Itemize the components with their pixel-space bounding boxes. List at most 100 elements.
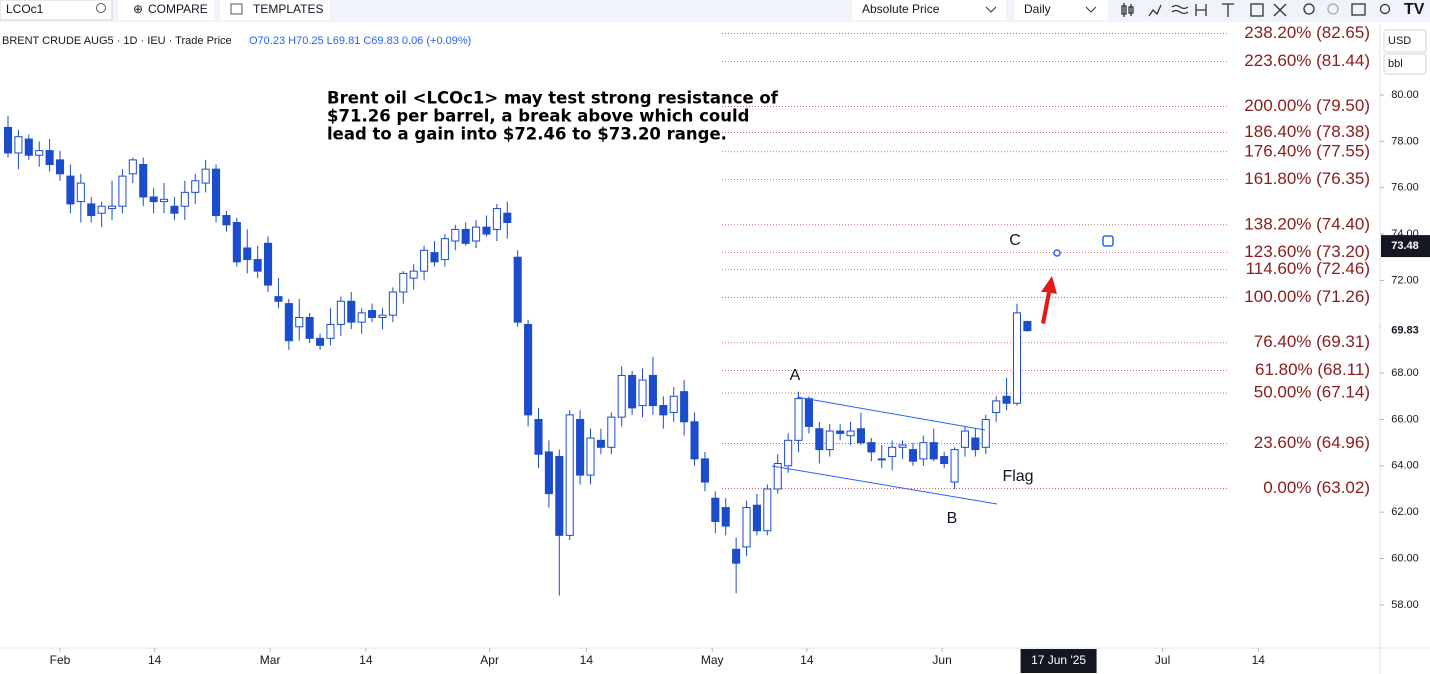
candle-body	[825, 430, 834, 451]
candle-body	[638, 379, 647, 407]
price-tag-box	[1381, 319, 1430, 342]
icon[interactable]	[1222, 3, 1234, 17]
pattern-label: C	[1009, 232, 1021, 249]
candle-body	[721, 507, 730, 527]
fib-label: 76.40% (69.31)	[1254, 332, 1370, 351]
candle-body	[950, 449, 959, 483]
logo: TV	[1404, 1, 1425, 18]
unit-box[interactable]	[1383, 53, 1427, 75]
candle-body	[503, 212, 512, 223]
y-tick-label: 64.00	[1391, 460, 1419, 472]
fib-label: 50.00% (67.14)	[1254, 383, 1370, 402]
candle-body	[87, 203, 96, 217]
candle-body	[420, 249, 429, 272]
candle-body	[357, 312, 366, 323]
candle-body	[409, 270, 418, 279]
pattern-label: A	[790, 367, 801, 384]
candle-body	[128, 159, 137, 175]
y-tick-label: 80.00	[1391, 89, 1419, 101]
candle-body	[3, 126, 13, 154]
x-tick-label: Jul	[1155, 653, 1170, 667]
time-tag-box	[1020, 649, 1097, 673]
icon[interactable]	[1379, 3, 1391, 15]
candle-body	[326, 323, 335, 339]
candle-body	[971, 437, 980, 451]
compare: COMPARE	[148, 2, 208, 16]
candle-body	[1012, 312, 1022, 404]
x-tick-label: 14	[580, 653, 594, 667]
x-tick-label: 14	[148, 653, 162, 667]
templates: TEMPLATES	[253, 2, 323, 16]
currency-box[interactable]	[1383, 29, 1427, 53]
tool-icons	[1121, 3, 1391, 17]
x-tick-label: Feb	[50, 653, 71, 667]
candle-body	[648, 374, 657, 407]
annotation-line: Brent oil <LCOc1> may test strong resist…	[327, 89, 779, 108]
y-tick-label: 66.00	[1391, 413, 1419, 425]
y-tick-label: 76.00	[1391, 182, 1419, 194]
compare-button[interactable]	[118, 0, 214, 20]
x-tick-label: 14	[359, 653, 373, 667]
templates-icon	[230, 3, 243, 15]
icon[interactable]	[1327, 3, 1339, 15]
fib-label: 176.40% (77.55)	[1244, 141, 1370, 160]
candle-body	[836, 430, 845, 434]
candle-body	[929, 442, 938, 460]
candle-body	[66, 175, 75, 205]
candle-body	[492, 208, 501, 230]
price-mode: Absolute Price	[862, 2, 940, 16]
fib-label: 161.80% (76.35)	[1244, 169, 1370, 188]
icon[interactable]	[1250, 3, 1264, 17]
fib-label: 223.60% (81.44)	[1244, 51, 1370, 70]
candle-body	[451, 228, 460, 242]
price-mode-select[interactable]	[852, 0, 1006, 20]
icon[interactable]	[1303, 3, 1315, 15]
candle-body	[856, 428, 865, 444]
symbol-box[interactable]	[0, 0, 113, 21]
candle-body	[368, 310, 377, 318]
fib-label: 186.40% (78.38)	[1244, 122, 1370, 141]
candle-body	[24, 138, 33, 156]
icon[interactable]	[1273, 3, 1287, 17]
candle-body	[596, 439, 605, 448]
icon[interactable]	[1148, 4, 1162, 17]
candle-body	[118, 175, 127, 207]
candle-body	[1002, 395, 1011, 404]
currency: USD	[1388, 35, 1411, 47]
candle-body	[669, 395, 678, 414]
templates-button[interactable]	[220, 0, 330, 20]
toolbar	[0, 0, 1430, 22]
candle-body	[742, 507, 751, 548]
candle-body	[919, 442, 928, 460]
icon[interactable]	[1351, 3, 1366, 16]
candle-body	[960, 430, 970, 448]
candle-body	[388, 291, 397, 316]
candle-body	[274, 296, 283, 302]
y-tick-label: 58.00	[1391, 599, 1419, 611]
c-point	[1053, 249, 1061, 257]
candle-body	[222, 215, 231, 226]
candle-body	[784, 439, 793, 467]
candle-body	[846, 430, 855, 437]
search-icon[interactable]	[96, 3, 106, 13]
x-tick-label: Jun	[932, 653, 951, 667]
candle-body	[149, 196, 158, 203]
fib-label: 123.60% (73.20)	[1244, 242, 1370, 261]
flag-upper-line	[796, 396, 986, 431]
candle-body	[253, 259, 262, 272]
icon[interactable]	[1171, 4, 1189, 15]
candle-body	[378, 314, 387, 318]
candle-body	[139, 164, 148, 198]
candle-body	[35, 150, 44, 156]
fib-label: 238.20% (82.65)	[1244, 23, 1370, 42]
x-tick-label: Apr	[480, 653, 499, 667]
icon[interactable]	[1121, 3, 1134, 17]
candle-body	[97, 205, 106, 214]
candle-body	[347, 300, 356, 323]
icon[interactable]	[1195, 4, 1207, 16]
annotation: Brent oil <LCOc1> may test strong resist…	[327, 89, 779, 144]
x-tick-label: Mar	[260, 653, 281, 667]
interval-select[interactable]	[1014, 0, 1108, 20]
